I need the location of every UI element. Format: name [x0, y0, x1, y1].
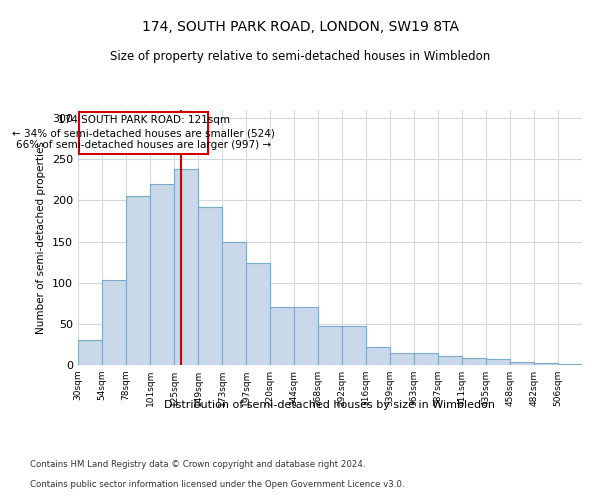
Bar [127, 196, 149, 365]
Text: Contains HM Land Registry data © Crown copyright and database right 2024.: Contains HM Land Registry data © Crown c… [30, 460, 365, 469]
Bar [367, 347, 389, 365]
Bar [79, 340, 101, 365]
Bar [223, 242, 245, 365]
Bar [247, 263, 269, 365]
Bar [175, 169, 197, 365]
Text: ← 34% of semi-detached houses are smaller (524): ← 34% of semi-detached houses are smalle… [12, 128, 275, 138]
Bar [463, 358, 485, 365]
Text: Size of property relative to semi-detached houses in Wimbledon: Size of property relative to semi-detach… [110, 50, 490, 63]
Bar [487, 359, 509, 365]
Text: Distribution of semi-detached houses by size in Wimbledon: Distribution of semi-detached houses by … [164, 400, 496, 410]
Y-axis label: Number of semi-detached properties: Number of semi-detached properties [37, 141, 46, 334]
FancyBboxPatch shape [79, 112, 208, 154]
Bar [103, 280, 125, 365]
Bar [295, 308, 317, 365]
Bar [199, 207, 221, 365]
Bar [559, 364, 581, 365]
Bar [511, 362, 533, 365]
Bar [343, 326, 365, 365]
Bar [151, 184, 173, 365]
Bar [271, 308, 293, 365]
Bar [415, 352, 437, 365]
Bar [535, 364, 557, 365]
Bar [391, 352, 413, 365]
Text: 174, SOUTH PARK ROAD, LONDON, SW19 8TA: 174, SOUTH PARK ROAD, LONDON, SW19 8TA [142, 20, 458, 34]
Bar [319, 326, 341, 365]
Text: Contains public sector information licensed under the Open Government Licence v3: Contains public sector information licen… [30, 480, 404, 489]
Text: 66% of semi-detached houses are larger (997) →: 66% of semi-detached houses are larger (… [16, 140, 271, 150]
Bar [439, 356, 461, 365]
Text: 174 SOUTH PARK ROAD: 121sqm: 174 SOUTH PARK ROAD: 121sqm [58, 115, 229, 125]
